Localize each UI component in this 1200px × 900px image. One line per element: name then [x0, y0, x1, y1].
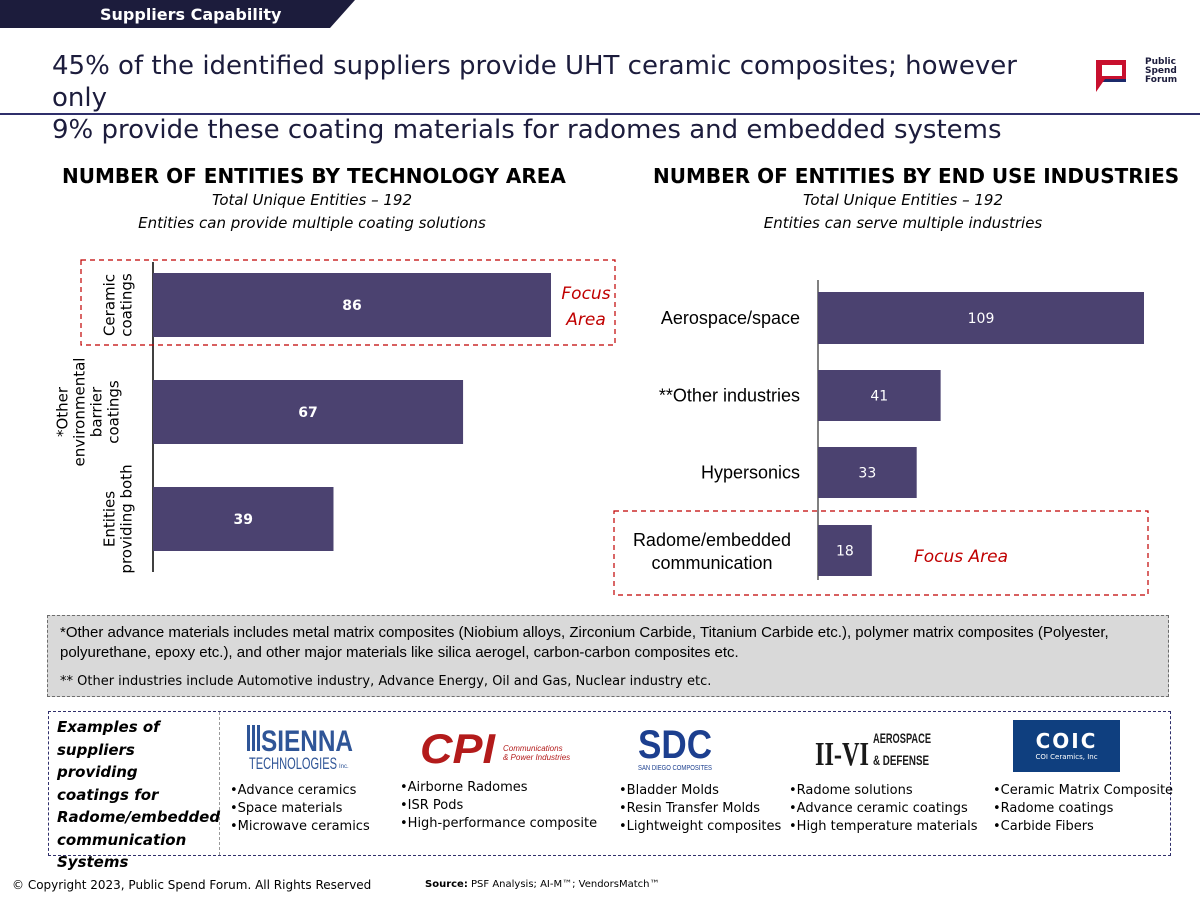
cpi-logo: CPI Communications & Power Industries: [420, 727, 570, 767]
chart-2-data-label: 18: [836, 544, 854, 560]
suppliers-divider: [219, 712, 220, 855]
chart-1-focus-label: Focus: [561, 284, 610, 304]
copyright: © Copyright 2023, Public Spend Forum. Al…: [12, 878, 372, 892]
chart-1-category-label: coatings: [105, 380, 123, 444]
list-item: •Radome coatings: [993, 801, 1114, 816]
chart-1-bar: [153, 273, 551, 337]
sienna-logo: SIENNA TECHNOLOGIES Inc.: [247, 725, 353, 772]
chart-1-category-label: environmental: [71, 358, 89, 467]
chart-1-focus-box: [80, 259, 616, 346]
chart-1-category-label: Entities: [101, 491, 119, 547]
coic-capabilities: •Ceramic Matrix Composite •Radome coatin…: [993, 782, 1173, 836]
list-item: •High-performance composite: [400, 816, 598, 831]
ii-vi-logo: II-VI AEROSPACE & DEFENSE: [815, 730, 931, 773]
chart-2-category-label: Aerospace/space: [661, 308, 800, 328]
list-item: •Ceramic Matrix Composite: [993, 783, 1174, 798]
chart-2-bar: [818, 292, 1144, 344]
svg-text:SDC: SDC: [638, 723, 712, 767]
chart-2-title: NUMBER OF ENTITIES BY END USE INDUSTRIES: [653, 164, 1180, 188]
list-item: •High temperature materials: [789, 819, 978, 834]
section-tag: [0, 0, 355, 28]
svg-text:& Power Industries: & Power Industries: [503, 753, 570, 762]
chart-1-category-label: providing both: [118, 464, 136, 573]
chart-2-bar: [818, 447, 917, 498]
chart-1-data-label: 86: [342, 298, 361, 314]
chart-1-category-label: barrier: [88, 386, 106, 437]
list-item: •Advance ceramics: [230, 783, 357, 798]
public-spend-forum-logo: [1096, 60, 1126, 92]
chart-1-bar: [153, 487, 334, 551]
source-note: Source: PSF Analysis; AI-M™; VendorsMatc…: [425, 879, 660, 890]
cpi-capabilities: •Airborne Radomes •ISR Pods •High-perfor…: [400, 779, 597, 833]
list-item: •Advance ceramic coatings: [789, 801, 968, 816]
svg-text:Communications: Communications: [503, 744, 563, 753]
list-item: •Airborne Radomes: [400, 780, 528, 795]
svg-text:CPI: CPI: [420, 727, 496, 767]
chart-2-subtitle: Total Unique Entities – 192 Entities can…: [763, 191, 1043, 232]
note-other-industries: ** Other industries include Automotive i…: [60, 674, 712, 689]
chart-1-bar: [153, 380, 464, 444]
chart-2-focus-label: Focus Area: [914, 547, 1008, 567]
ii-vi-capabilities: •Radome solutions •Advance ceramic coati…: [789, 782, 978, 836]
svg-text:TECHNOLOGIES: TECHNOLOGIES: [249, 754, 337, 772]
chart-1-data-label: 39: [234, 512, 253, 528]
logo-text: Public Spend Forum: [1145, 57, 1178, 85]
chart-2-category-label: Hypersonics: [701, 463, 800, 483]
svg-text:SAN DIEGO COMPOSITES: SAN DIEGO COMPOSITES: [638, 765, 712, 772]
chart-2-data-label: 41: [870, 389, 888, 405]
page-title: 45% of the identified suppliers provide …: [52, 51, 1017, 145]
svg-text:II-VI: II-VI: [815, 736, 869, 773]
list-item: •ISR Pods: [400, 798, 464, 813]
sdc-logo: SDC SAN DIEGO COMPOSITES: [638, 723, 712, 772]
svg-text:Inc.: Inc.: [339, 764, 349, 770]
coic-logo: COIC COI Ceramics, Inc: [1013, 720, 1120, 772]
chart-1-focus-label: Area: [565, 310, 606, 330]
header-rule: [0, 113, 1200, 115]
suppliers-box: [48, 711, 1171, 856]
chart-1-subtitle: Total Unique Entities – 192 Entities can…: [138, 191, 486, 232]
chart-2-focus-box: [613, 510, 1149, 596]
svg-text:& DEFENSE: & DEFENSE: [873, 752, 929, 768]
chart-2-bar: [818, 370, 941, 421]
chart-2-data-label: 33: [858, 466, 876, 482]
chart-1-category-label: Ceramic: [101, 274, 119, 336]
chart-2-bar: [818, 525, 872, 576]
list-item: •Bladder Molds: [619, 783, 719, 798]
chart-1-category-label: *Other: [54, 386, 72, 437]
sienna-capabilities: •Advance ceramics •Space materials •Micr…: [230, 782, 370, 836]
svg-text:SIENNA: SIENNA: [261, 725, 353, 758]
svg-text:AEROSPACE: AEROSPACE: [873, 730, 931, 746]
list-item: •Resin Transfer Molds: [619, 801, 761, 816]
list-item: •Lightweight composites: [619, 819, 782, 834]
chart-2-category-label: Radome/embedded: [633, 530, 791, 550]
chart-1-category-label: coatings: [118, 273, 136, 337]
section-tag-label: Suppliers Capability: [100, 5, 282, 24]
chart-2-category-label: communication: [651, 553, 772, 573]
list-item: •Microwave ceramics: [230, 819, 370, 834]
chart-1-data-label: 67: [298, 405, 317, 421]
chart-2-category-label: **Other industries: [659, 386, 800, 406]
sdc-capabilities: •Bladder Molds •Resin Transfer Molds •Li…: [619, 782, 781, 836]
notes-box: [47, 615, 1169, 697]
chart-1-title: NUMBER OF ENTITIES BY TECHNOLOGY AREA: [62, 164, 566, 188]
list-item: •Radome solutions: [789, 783, 913, 798]
list-item: •Carbide Fibers: [993, 819, 1094, 834]
chart-2-data-label: 109: [968, 311, 995, 327]
suppliers-label: Examples of suppliers providing coatings…: [57, 718, 221, 871]
list-item: •Space materials: [230, 801, 343, 816]
note-other-materials: *Other advance materials includes metal …: [60, 624, 1109, 661]
